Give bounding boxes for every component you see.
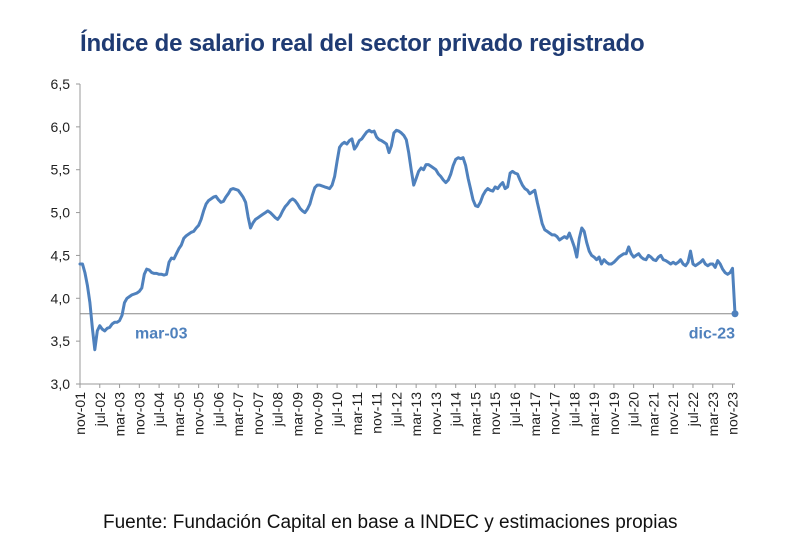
x-tick-label: mar-17 xyxy=(527,392,543,437)
y-tick-label: 4,0 xyxy=(51,290,71,306)
x-axis: nov-01 jul-02 mar-03 nov-03 jul-04 mar-05 nov-… xyxy=(72,383,741,437)
x-tick-label: nov-05 xyxy=(191,392,207,435)
y-tick-label: 3,5 xyxy=(51,333,71,349)
x-tick-label: mar-05 xyxy=(171,392,187,437)
x-tick-label: mar-15 xyxy=(467,392,483,437)
x-tick-label: jul-02 xyxy=(92,392,108,427)
x-tick-label: nov-15 xyxy=(487,392,503,435)
y-tick-label: 3,0 xyxy=(51,376,71,392)
x-tick-label: mar-09 xyxy=(290,392,306,437)
x-tick-label: nov-07 xyxy=(250,392,266,435)
y-tick-label: 6,5 xyxy=(51,76,71,92)
x-tick-label: nov-21 xyxy=(665,392,681,435)
reference-label-right: dic-23 xyxy=(689,326,735,343)
x-tick-label: jul-06 xyxy=(210,392,226,427)
x-tick-label: nov-03 xyxy=(131,392,147,435)
x-tick-label: nov-09 xyxy=(309,392,325,435)
reference-label-left: mar-03 xyxy=(135,326,188,343)
source-note: Fuente: Fundación Capital en base a INDE… xyxy=(103,512,678,533)
x-tick-label: jul-04 xyxy=(151,392,167,427)
chart-title: Índice de salario real del sector privad… xyxy=(80,30,645,57)
x-tick-label: jul-16 xyxy=(507,392,523,427)
y-tick-label: 5,5 xyxy=(51,162,71,178)
x-tick-label: jul-20 xyxy=(626,392,642,427)
x-tick-label: nov-13 xyxy=(428,392,444,435)
reference-line-group: mar-03 dic-23 xyxy=(80,313,735,343)
y-tick-label: 4,5 xyxy=(51,247,71,263)
x-tick-label: jul-22 xyxy=(685,392,701,427)
x-tick-label: mar-23 xyxy=(705,392,721,437)
x-tick-label: nov-11 xyxy=(369,392,385,434)
series-end-point xyxy=(731,310,739,318)
x-tick-label: nov-23 xyxy=(725,392,741,435)
series-line xyxy=(78,128,737,352)
x-tick-label: jul-10 xyxy=(329,392,345,427)
y-tick-label: 6,0 xyxy=(51,119,71,135)
x-tick-label: mar-21 xyxy=(645,392,661,437)
y-tick-label: 5,0 xyxy=(51,205,71,221)
x-tick-label: nov-17 xyxy=(547,392,563,435)
x-tick-label: jul-14 xyxy=(448,392,464,427)
x-tick-label: mar-13 xyxy=(408,392,424,437)
x-tick-label: nov-01 xyxy=(72,392,88,435)
x-tick-label: jul-18 xyxy=(566,392,582,427)
x-tick-label: mar-03 xyxy=(112,392,128,437)
x-tick-label: mar-19 xyxy=(586,392,602,437)
series-group xyxy=(78,128,739,352)
x-tick-label: nov-19 xyxy=(606,392,622,435)
x-tick-label: mar-07 xyxy=(230,392,246,437)
y-axis: 3,0 3,5 4,0 4,5 5,0 5,5 6,0 6,5 xyxy=(51,76,81,392)
x-tick-label: jul-12 xyxy=(388,392,404,427)
x-tick-label: jul-08 xyxy=(270,392,286,427)
x-tick-label: mar-11 xyxy=(349,392,365,436)
